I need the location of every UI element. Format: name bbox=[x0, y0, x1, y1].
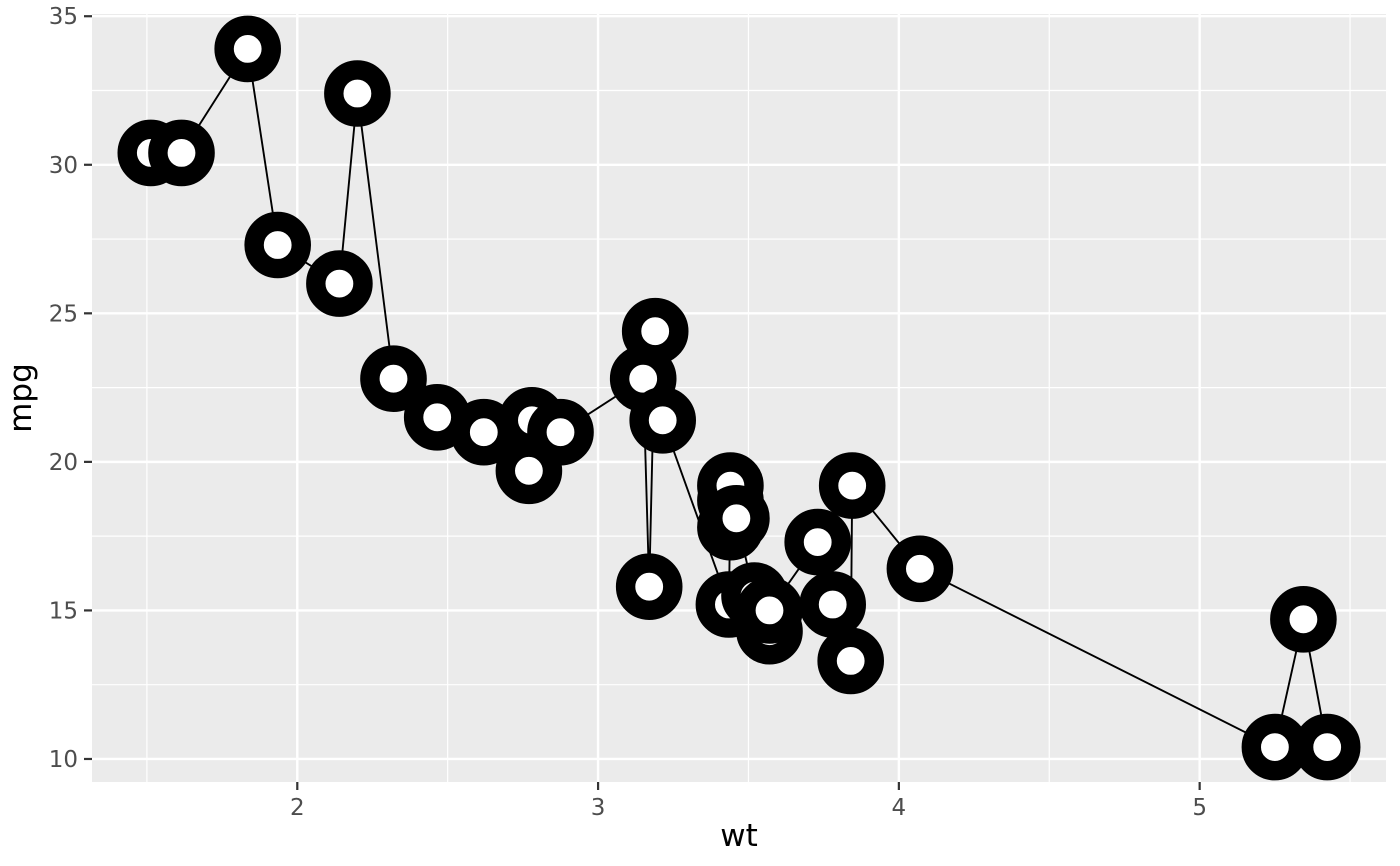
axes: 2 3 4 5 10 15 20 25 30 35 bbox=[49, 4, 1207, 821]
data-point bbox=[148, 119, 215, 187]
data-point bbox=[324, 60, 391, 127]
x-tick-label: 3 bbox=[591, 795, 606, 821]
data-point bbox=[799, 571, 867, 638]
data-point bbox=[818, 452, 886, 519]
data-point bbox=[1241, 713, 1309, 781]
y-axis-title: mpg bbox=[3, 363, 39, 433]
data-point bbox=[214, 15, 281, 83]
y-tick-label: 10 bbox=[49, 747, 78, 773]
data-point bbox=[1293, 713, 1361, 781]
x-axis-title: wt bbox=[720, 818, 758, 854]
data-point bbox=[244, 211, 312, 279]
data-point bbox=[306, 250, 373, 317]
data-point bbox=[784, 508, 852, 576]
data-point bbox=[527, 398, 594, 466]
panel-background bbox=[92, 14, 1386, 782]
data-point bbox=[615, 553, 683, 621]
data-series bbox=[117, 15, 1361, 781]
x-tick-label: 4 bbox=[892, 795, 907, 821]
data-point bbox=[360, 345, 427, 413]
data-point bbox=[629, 386, 697, 454]
data-point bbox=[817, 627, 885, 695]
y-tick-label: 30 bbox=[49, 153, 78, 179]
y-tick-label: 15 bbox=[49, 598, 78, 624]
plot-panel bbox=[92, 14, 1386, 782]
data-point bbox=[621, 297, 689, 365]
x-tick-label: 5 bbox=[1192, 795, 1207, 821]
x-tick-label: 2 bbox=[290, 795, 305, 821]
data-point bbox=[736, 577, 803, 644]
y-tick-label: 25 bbox=[49, 301, 78, 327]
y-tick-label: 20 bbox=[49, 450, 78, 476]
data-point bbox=[1270, 586, 1337, 653]
y-tick-label: 35 bbox=[49, 4, 78, 30]
data-point bbox=[703, 484, 770, 552]
data-point bbox=[886, 535, 954, 603]
